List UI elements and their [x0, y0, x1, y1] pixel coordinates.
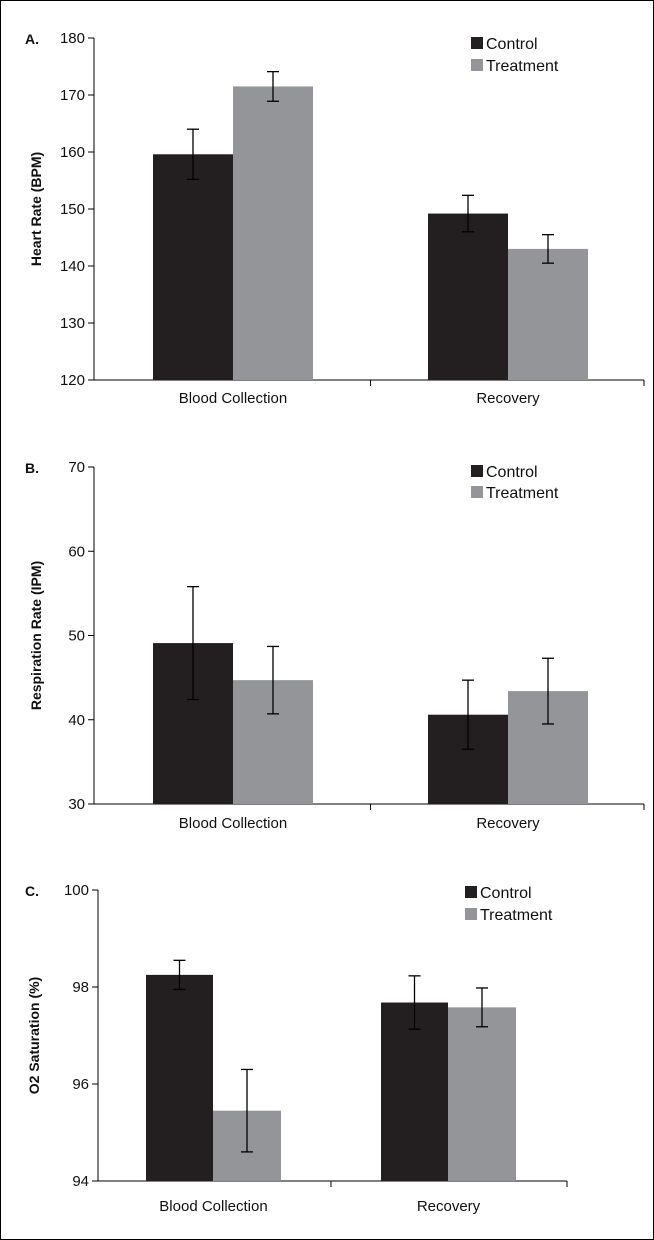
- legend-swatch-control: [465, 886, 477, 898]
- bar-control-2: [428, 213, 508, 380]
- x-category-label: Recovery: [476, 815, 540, 832]
- chart-panel-2: 30 40 50 60 70 Blood Collection Recovery B. Resp…: [25, 459, 645, 832]
- bar-control-2: [381, 1002, 448, 1181]
- legend-swatch-treatment: [465, 908, 477, 920]
- x-category-label: Recovery: [417, 1198, 481, 1215]
- y-tick-label: 94: [72, 1173, 89, 1190]
- panel-label: A.: [25, 31, 39, 47]
- x-category-label: Blood Collection: [179, 390, 287, 407]
- y-axis-title: Respiration Rate (IPM): [28, 561, 44, 710]
- legend-label-control: Control: [486, 464, 538, 481]
- y-tick-label: 96: [72, 1076, 89, 1093]
- y-tick-label: 70: [68, 459, 85, 476]
- bar-treatment-2: [448, 1007, 516, 1181]
- y-tick-label: 140: [60, 258, 85, 275]
- legend-swatch-control: [471, 37, 483, 49]
- y-tick-label: 160: [60, 144, 85, 161]
- y-tick-label: 120: [60, 372, 85, 389]
- bar-treatment-2: [508, 248, 588, 380]
- y-axis-title: O2 Saturation (%): [26, 977, 42, 1094]
- y-tick-label: 60: [68, 543, 85, 560]
- y-tick-label: 170: [60, 87, 85, 104]
- legend-label-control: Control: [486, 36, 538, 53]
- y-tick-label: 100: [64, 882, 89, 899]
- y-tick-label: 50: [68, 628, 85, 645]
- y-tick-label: 98: [72, 979, 89, 996]
- chart-panel-1: 120 130 140 150 160 170 180 Blood Collection Rec…: [25, 30, 645, 407]
- legend-label-treatment: Treatment: [486, 485, 559, 502]
- x-category-label: Blood Collection: [159, 1198, 267, 1215]
- legend-swatch-control: [471, 465, 483, 477]
- legend-swatch-treatment: [471, 59, 483, 71]
- bar-control-1: [146, 974, 213, 1181]
- legend-label-treatment: Treatment: [486, 58, 559, 75]
- y-tick-label: 30: [68, 796, 85, 813]
- chart-panel-3: 94 96 98 100 Blood Collection Recovery C. O2 Sa…: [25, 882, 568, 1215]
- panel-label: C.: [25, 883, 39, 899]
- bar-treatment-1: [233, 86, 313, 380]
- bar-control-1: [153, 154, 233, 380]
- y-tick-label: 180: [60, 30, 85, 47]
- x-category-label: Recovery: [476, 390, 540, 407]
- legend-label-treatment: Treatment: [480, 907, 553, 924]
- legend-label-control: Control: [480, 885, 532, 902]
- y-axis-title: Heart Rate (BPM): [28, 152, 44, 266]
- panel-label: B.: [25, 460, 39, 476]
- x-category-label: Blood Collection: [179, 815, 287, 832]
- legend-swatch-treatment: [471, 486, 483, 498]
- y-tick-label: 130: [60, 315, 85, 332]
- y-tick-label: 150: [60, 201, 85, 218]
- y-tick-label: 40: [68, 712, 85, 729]
